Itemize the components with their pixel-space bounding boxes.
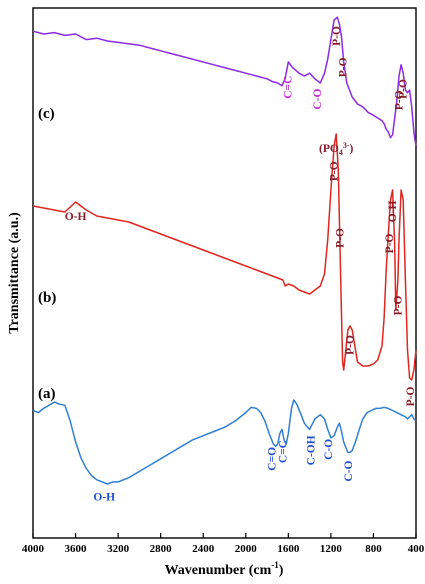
peak-annotation: C=O xyxy=(266,447,278,471)
panel-label: (c) xyxy=(38,106,55,122)
peak-annotation: (PO43-) xyxy=(319,141,353,157)
peak-annotation: P-O xyxy=(405,386,417,406)
peak-annotation: P-O xyxy=(384,233,396,253)
x-tick-label: 2800 xyxy=(150,543,173,555)
spectrum-line-2 xyxy=(32,399,417,485)
peak-annotation: C=C xyxy=(282,76,294,99)
peak-annotation: C-O xyxy=(323,439,335,460)
spectra-layer xyxy=(32,16,417,485)
peak-annotation: P-O xyxy=(345,335,357,355)
peak-annotation: P-O xyxy=(334,228,346,248)
peak-annotations-layer: C=CC-OP-OP-OP-OP-OO-HP-OP-OP-O(PO43-)P-O… xyxy=(65,26,417,504)
x-tick-label: 2000 xyxy=(235,543,258,555)
peak-annotation: C-OH xyxy=(306,435,318,465)
peak-annotation: O-H xyxy=(65,211,87,223)
peak-annotation: P-O xyxy=(338,57,350,77)
peak-annotation: C-O xyxy=(312,88,324,109)
peak-annotation: P-O xyxy=(393,90,405,110)
panel-labels-layer: (c) (b) (a) xyxy=(38,106,56,402)
spectrum-line-0 xyxy=(32,16,417,147)
panel-label: (a) xyxy=(38,386,56,402)
peak-annotation: C=C xyxy=(278,440,290,463)
x-tick-label: 3600 xyxy=(65,543,88,555)
x-tick-label: 1600 xyxy=(277,543,300,555)
y-axis-title: Transmittance (a.u.) xyxy=(7,212,22,334)
spectrum-line-1 xyxy=(32,133,417,381)
peak-annotation: O-H xyxy=(387,200,399,222)
x-tick-label: 800 xyxy=(365,543,382,555)
x-tick-label: 2400 xyxy=(192,543,215,555)
peak-annotation: P-O xyxy=(392,295,404,315)
peak-annotation: P-O xyxy=(329,161,341,181)
peak-annotation: P-O xyxy=(398,79,410,99)
x-tick-label: 400 xyxy=(408,543,425,555)
x-axis-title: Wavenumber (cm-1) xyxy=(165,560,284,578)
peak-annotation: C-O xyxy=(343,460,355,481)
x-axis-ticks: 4000 3600 3200 2800 2400 2000 1600 1200 800 400 xyxy=(22,533,425,555)
peak-annotation: O-H xyxy=(93,492,115,504)
x-tick-label: 1200 xyxy=(320,543,343,555)
panel-label: (b) xyxy=(38,290,56,306)
peak-annotation: P-O xyxy=(331,26,343,46)
plot-frame xyxy=(32,7,417,539)
x-tick-label: 3200 xyxy=(107,543,130,555)
x-tick-label: 4000 xyxy=(22,543,45,555)
